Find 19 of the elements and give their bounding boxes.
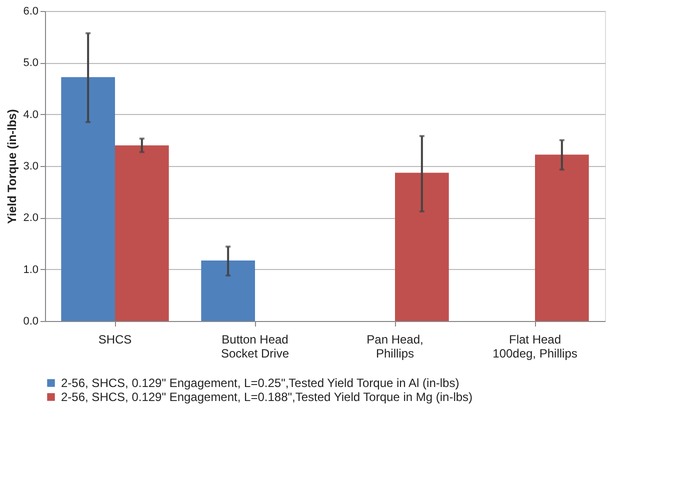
y-axis-title: Yield Torque (in-lbs) [5, 109, 20, 224]
x-tick-label: Button Head Socket Drive [220, 332, 290, 360]
bar [61, 77, 115, 321]
y-tick-label: 5.0 [23, 57, 38, 70]
legend-label: 2-56, SHCS, 0.129" Engagement, L=0.25",Tested Yield Torque in Al (in-lbs) [61, 376, 460, 390]
x-tick-label: SHCS [98, 332, 132, 346]
bar [115, 145, 169, 321]
y-tick-label: 4.0 [23, 108, 38, 121]
y-tick-label: 1.0 [23, 264, 38, 276]
bar [395, 172, 449, 321]
x-tick-label: Flat Head 100deg, Phillips [492, 332, 578, 360]
bar [201, 260, 255, 321]
y-tick-label: 3.0 [23, 160, 38, 172]
y-tick-label: 6.0 [23, 6, 38, 18]
x-tick-label: Pan Head, Phillips [366, 332, 424, 360]
y-tick-label: 2.0 [23, 212, 38, 224]
y-tick-label: 0.0 [23, 316, 38, 328]
legend-label: 2-56, SHCS, 0.129" Engagement, L=0.188",Tested Yield Torque in Mg (in-lbs) [61, 390, 473, 404]
bar [535, 154, 589, 321]
